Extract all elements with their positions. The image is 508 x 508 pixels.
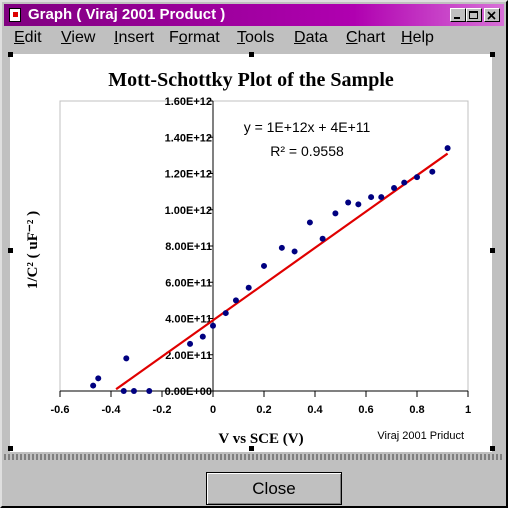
data-point	[210, 322, 216, 329]
data-point	[391, 185, 398, 191]
x-tick-label: 0.4	[307, 404, 323, 416]
menu-chart[interactable]: Chart	[346, 29, 386, 46]
x-tick-label: 0	[210, 404, 216, 416]
data-point	[355, 201, 362, 208]
x-tick-label: -0.4	[102, 404, 122, 416]
maximize-icon	[469, 11, 478, 19]
y-tick-label: 4.00E+11	[165, 314, 212, 326]
data-point	[146, 388, 153, 394]
menu-insert[interactable]: Insert	[114, 29, 155, 46]
minimize-icon	[454, 17, 460, 19]
menu-view[interactable]: View	[61, 29, 96, 46]
data-point	[429, 168, 436, 175]
close-button[interactable]: Close	[206, 472, 342, 505]
x-tick-label: 0.8	[409, 404, 424, 416]
trendline	[115, 152, 449, 391]
data-point	[261, 262, 267, 269]
data-point	[414, 174, 420, 181]
y-tick-label: 1.00E+12	[165, 205, 212, 217]
resize-handle-top-left[interactable]	[8, 52, 13, 57]
data-point	[90, 382, 97, 389]
menu-help[interactable]: Help	[401, 29, 434, 46]
x-tick-label: 0.6	[358, 404, 373, 416]
x-tick-label: -0.2	[153, 404, 172, 416]
y-tick-label: 1.20E+12	[165, 169, 212, 181]
menu-format[interactable]: Format	[169, 29, 220, 46]
x-tick-label: 1	[465, 404, 471, 416]
y-tick-label: 6.00E+11	[165, 277, 212, 289]
data-point	[345, 199, 352, 206]
resize-handle-right[interactable]	[490, 248, 495, 253]
menu-edit[interactable]: Edit	[14, 29, 42, 46]
resize-handle-bottom-left[interactable]	[8, 446, 13, 451]
data-point	[378, 194, 385, 201]
y-tick-label: 2.00E+11	[165, 350, 212, 362]
minimize-button[interactable]	[450, 8, 466, 22]
data-point	[199, 333, 206, 340]
trendline-equation: y = 1E+12x + 4E+11	[244, 119, 371, 135]
data-point	[130, 388, 137, 394]
resize-handle-left[interactable]	[8, 248, 13, 253]
window-title: Graph ( Viraj 2001 Product )	[28, 6, 226, 23]
data-point	[187, 340, 194, 347]
watermark-label: Viraj 2001 Priduct	[377, 430, 464, 442]
chart-area[interactable]: Mott-Schottky Plot of the Sample 1/C² ( …	[10, 54, 492, 452]
maximize-button[interactable]	[466, 8, 482, 22]
data-point	[245, 284, 252, 291]
data-point	[95, 375, 102, 382]
data-point	[401, 179, 408, 186]
data-point	[123, 355, 130, 362]
y-tick-label: 8.00E+11	[165, 241, 212, 253]
data-point	[368, 194, 375, 201]
data-point	[319, 235, 326, 242]
plot-frame	[59, 100, 469, 392]
data-point	[332, 210, 339, 217]
resize-handle-bottom-right[interactable]	[490, 446, 495, 451]
data-point	[222, 310, 229, 317]
data-point	[306, 219, 313, 226]
close-window-button[interactable]	[484, 8, 500, 22]
menu-bar: Edit View Insert Format Tools Data Chart…	[4, 27, 504, 49]
resize-handle-bottom[interactable]	[249, 446, 254, 451]
chart-title: Mott-Schottky Plot of the Sample	[108, 69, 394, 91]
x-tick-label: 0.2	[256, 404, 271, 416]
y-axis-label: 1/C² ( uF⁻² )	[25, 211, 41, 289]
title-bar[interactable]: Graph ( Viraj 2001 Product )	[4, 4, 504, 26]
x-axis-label: V vs SCE (V)	[218, 431, 303, 447]
app-icon	[9, 8, 21, 22]
resize-handle-top[interactable]	[249, 52, 254, 57]
data-point	[232, 297, 239, 304]
splitter-bar[interactable]	[4, 454, 504, 460]
y-tick-label: 0.00E+00	[165, 386, 212, 398]
data-point	[278, 244, 285, 251]
menu-data[interactable]: Data	[294, 29, 328, 46]
data-point	[444, 145, 451, 152]
data-point	[291, 248, 298, 255]
close-icon	[487, 11, 496, 20]
chart-svg: Mott-Schottky Plot of the Sample 1/C² ( …	[25, 69, 471, 447]
y-tick-label: 1.60E+12	[165, 96, 212, 108]
y-tick-label: 1.40E+12	[165, 132, 212, 144]
r-squared-label: R² = 0.9558	[270, 143, 344, 159]
resize-handle-top-right[interactable]	[490, 52, 495, 57]
data-point	[120, 388, 127, 394]
menu-tools[interactable]: Tools	[237, 29, 275, 46]
x-tick-label: -0.6	[51, 404, 70, 416]
